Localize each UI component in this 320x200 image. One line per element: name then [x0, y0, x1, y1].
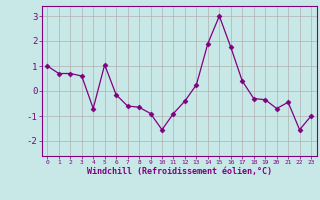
X-axis label: Windchill (Refroidissement éolien,°C): Windchill (Refroidissement éolien,°C) — [87, 167, 272, 176]
